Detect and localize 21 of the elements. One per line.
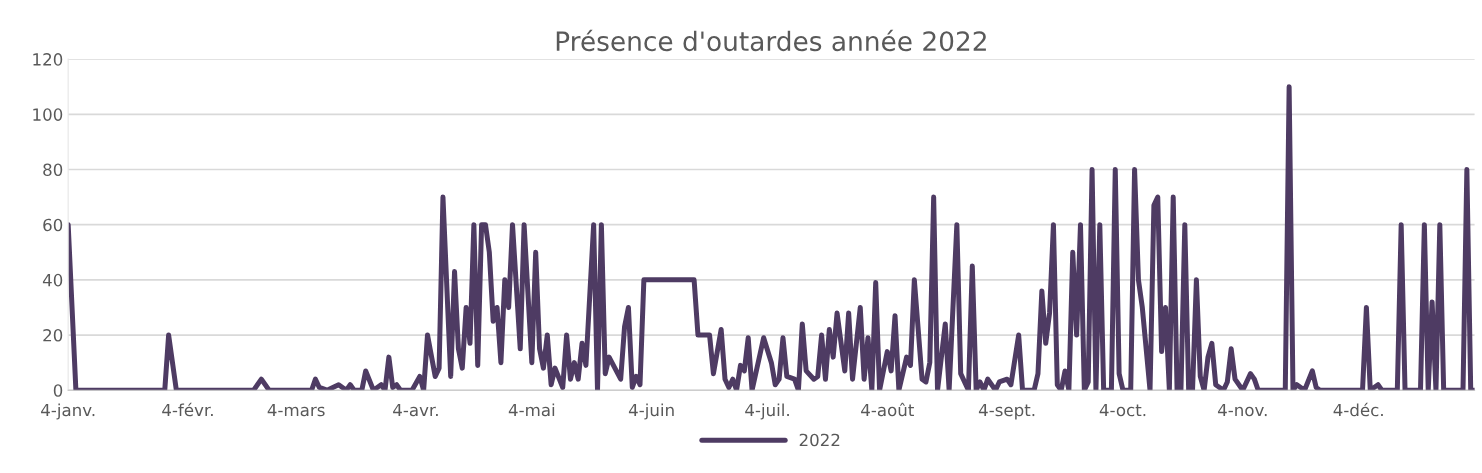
y-tick-label: 80 — [43, 163, 63, 177]
y-tick-label: 20 — [43, 329, 63, 342]
x-tick-label: 4-févr. — [162, 402, 213, 417]
x-tick-label: 4-juil. — [745, 403, 789, 420]
x-tick-label: 4-juin — [628, 403, 674, 420]
y-tick-label: 60 — [43, 218, 63, 232]
y-tick-label: 100 — [33, 108, 63, 121]
x-tick-label: 4-oct. — [1099, 403, 1146, 417]
x-tick-label: 4-nov. — [1217, 403, 1267, 417]
y-tick-label: 40 — [42, 273, 63, 287]
x-tick-label: 4-sept. — [978, 403, 1035, 420]
x-tick-label: 4-avr. — [393, 403, 438, 417]
y-tick-label: 0 — [53, 384, 63, 397]
legend-label: 2022 — [799, 433, 840, 447]
x-tick-label: 4-mars — [267, 403, 325, 417]
x-tick-label: 4-août — [861, 402, 914, 417]
y-tick-label: 120 — [33, 53, 63, 66]
x-tick-label: 4-déc. — [1333, 402, 1383, 417]
chart-title: Présence d'outardes année 2022 — [556, 29, 986, 52]
x-tick-label: 4-mai — [508, 403, 555, 417]
x-tick-label: 4-janv. — [41, 403, 95, 420]
